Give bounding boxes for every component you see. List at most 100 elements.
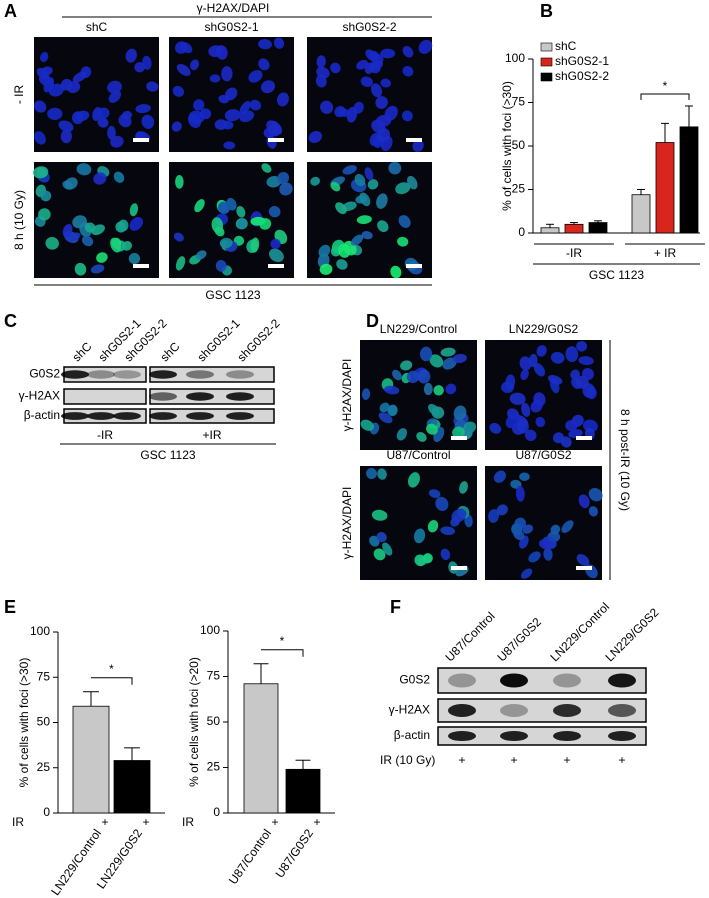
- nucleus: [413, 528, 426, 544]
- nucleus: [402, 65, 414, 77]
- blot-band: [61, 412, 89, 420]
- blot-band: [113, 412, 141, 420]
- nucleus: [412, 139, 424, 152]
- nucleus: [217, 201, 231, 214]
- bar: [631, 194, 651, 234]
- nucleus: [175, 41, 188, 54]
- nucleus: [34, 100, 47, 113]
- condition-value: +: [142, 815, 149, 829]
- nucleus: [346, 106, 358, 123]
- y-tick-label: 75: [37, 669, 51, 683]
- nucleus: [110, 135, 124, 148]
- condition-value: +: [458, 753, 465, 767]
- nucleus: [488, 509, 500, 523]
- nucleus: [108, 90, 122, 103]
- nucleus: [440, 526, 456, 536]
- error-bar: [295, 759, 311, 770]
- nucleus: [371, 509, 388, 521]
- blot-band: [87, 412, 115, 420]
- nucleus: [364, 167, 374, 181]
- lane-label: U87/G0S2: [494, 615, 544, 665]
- panel-footer: GSC 1123: [205, 288, 260, 302]
- nucleus: [496, 504, 508, 516]
- scale-bar: [576, 566, 592, 570]
- blot-band: [500, 704, 528, 717]
- blot-band: [226, 392, 254, 401]
- nucleus: [459, 481, 468, 494]
- y-axis-label: % of cells with foci (>20): [187, 657, 201, 787]
- nucleus: [366, 468, 377, 480]
- significance-bracket: [261, 649, 304, 657]
- nucleus: [222, 120, 234, 130]
- nucleus: [356, 215, 372, 225]
- y-tick-label: 75: [207, 669, 221, 683]
- error-bar: [594, 220, 602, 223]
- nucleus: [513, 530, 525, 540]
- nucleus: [452, 426, 465, 439]
- nucleus: [550, 351, 565, 364]
- nucleus: [588, 487, 603, 502]
- error-bar: [570, 222, 578, 225]
- nucleus: [565, 419, 578, 432]
- nucleus: [427, 520, 439, 533]
- nucleus: [377, 468, 387, 480]
- nucleus: [36, 167, 47, 177]
- scale-bar: [268, 264, 284, 268]
- nucleus: [277, 171, 290, 185]
- blot-band: [226, 370, 254, 379]
- column-label: LN229/Control: [380, 322, 457, 336]
- nucleus: [380, 48, 396, 59]
- nucleus: [64, 177, 78, 190]
- condition-label: IR: [12, 815, 24, 829]
- nucleus: [505, 374, 516, 390]
- nucleus: [360, 419, 374, 431]
- nucleus: [318, 244, 331, 258]
- y-tick-label: 50: [512, 138, 526, 152]
- nucleus: [423, 382, 433, 396]
- nucleus: [134, 61, 146, 73]
- nucleus: [493, 470, 506, 483]
- nucleus: [209, 74, 221, 83]
- nucleus: [452, 353, 467, 364]
- nucleus: [258, 39, 272, 50]
- nucleus: [578, 356, 594, 366]
- nucleus: [528, 551, 541, 563]
- blot-band: [608, 673, 636, 688]
- nucleus: [97, 117, 109, 128]
- nucleus: [360, 76, 373, 87]
- bar: [113, 760, 151, 814]
- nucleus: [258, 58, 270, 71]
- nucleus: [141, 114, 155, 129]
- error-bar: [661, 122, 669, 143]
- nucleus: [270, 238, 281, 250]
- nucleus: [276, 92, 289, 107]
- column-label: LN229/G0S2: [509, 322, 579, 336]
- nucleus: [72, 215, 87, 229]
- nucleus: [588, 506, 598, 517]
- nucleus: [60, 129, 72, 144]
- nucleus: [552, 432, 565, 444]
- nucleus: [515, 485, 525, 502]
- y-tick-label: 50: [207, 714, 221, 728]
- nucleus: [378, 412, 393, 424]
- nucleus: [538, 538, 553, 550]
- nucleus: [370, 83, 383, 98]
- nucleus: [72, 71, 87, 83]
- nucleus: [107, 80, 122, 94]
- nucleus: [249, 99, 262, 111]
- scale-bar: [406, 264, 422, 268]
- nucleus: [279, 182, 293, 196]
- panel-letter: D: [366, 311, 379, 331]
- nucleus: [269, 248, 284, 263]
- lane-label: shC: [69, 339, 94, 364]
- scale-bar: [133, 138, 149, 142]
- nucleus: [350, 234, 364, 246]
- nucleus: [215, 259, 227, 272]
- nucleus: [361, 231, 373, 240]
- nucleus: [375, 96, 388, 109]
- x-tick-label: + IR: [654, 246, 677, 260]
- side-label: 8 h post-IR (10 Gy): [618, 409, 632, 511]
- significance-mark: *: [280, 634, 285, 648]
- panel-letter: A: [4, 1, 17, 21]
- column-label: shG0S2-1: [204, 20, 258, 34]
